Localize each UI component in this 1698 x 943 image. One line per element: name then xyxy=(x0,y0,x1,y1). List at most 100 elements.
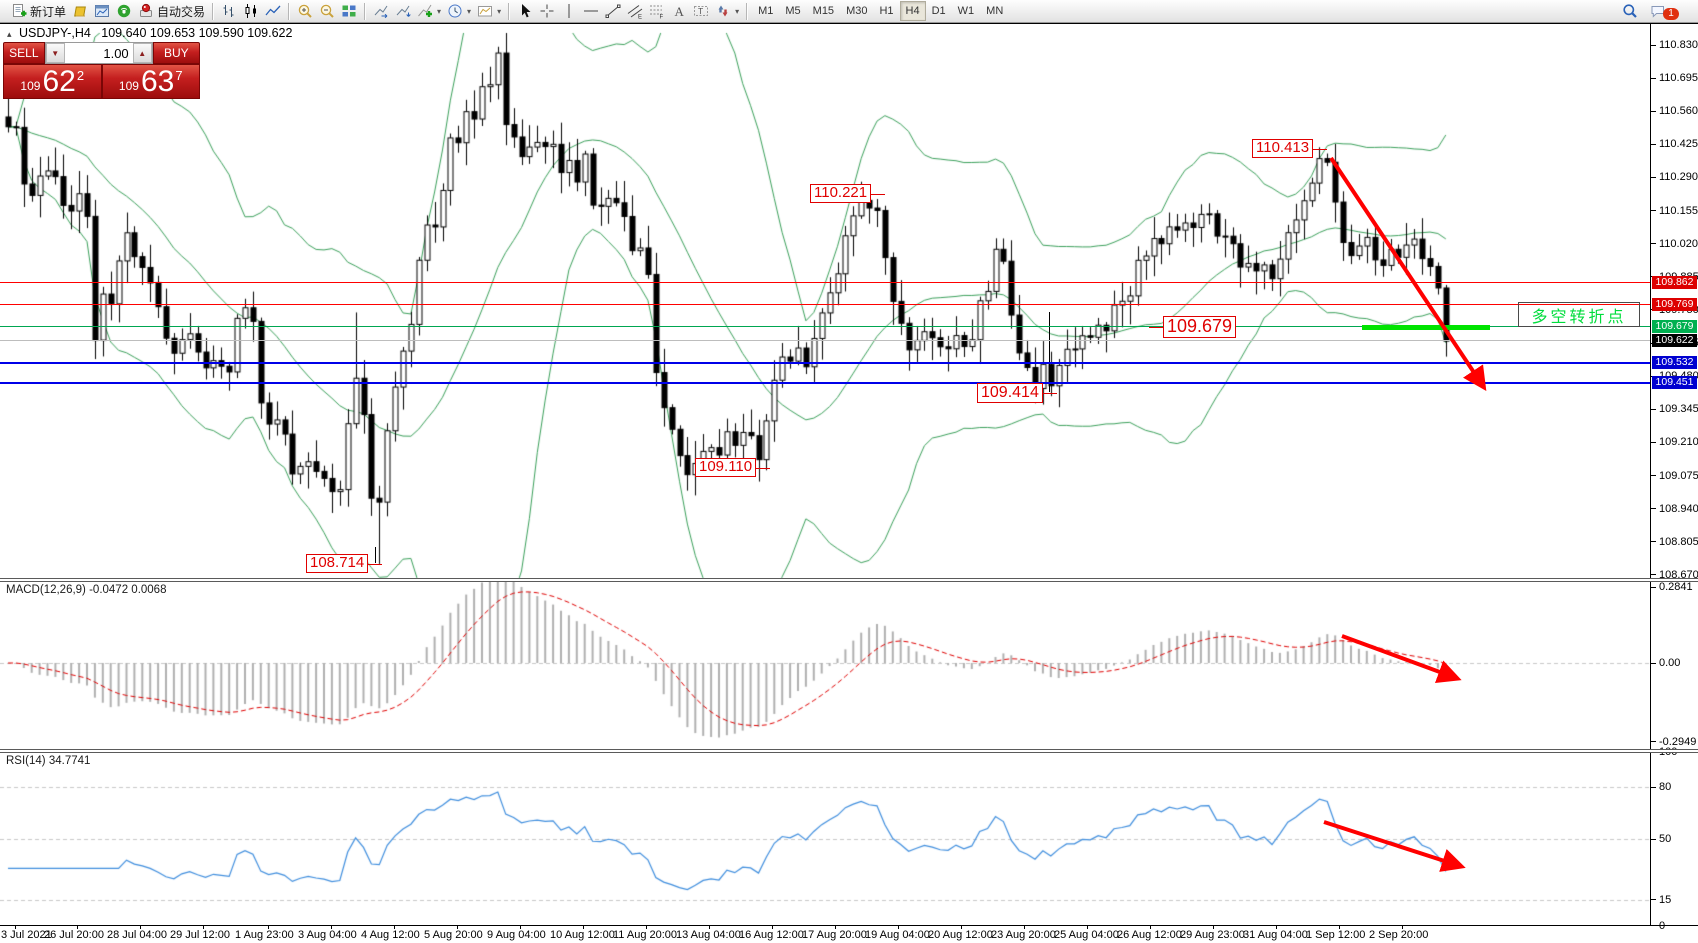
market-watch-button[interactable] xyxy=(91,0,113,22)
tile-windows-button[interactable] xyxy=(338,0,360,22)
volume-input[interactable] xyxy=(64,43,133,63)
ohlc-quotes-label: 109.640 109.653 109.590 109.622 xyxy=(101,26,293,40)
timeframe-h1[interactable]: H1 xyxy=(879,5,894,17)
price-tick-label: 110.560 xyxy=(1659,105,1698,118)
cursor-button[interactable] xyxy=(514,0,536,22)
price-tag-109.769: 109.769 xyxy=(1652,298,1697,311)
price-level-line-109.862[interactable] xyxy=(0,282,1650,283)
turning-point-note[interactable]: 多空转折点 xyxy=(1518,302,1640,327)
price-tick-mark xyxy=(1650,111,1656,112)
template-chart-button[interactable]: ▾ xyxy=(474,0,504,22)
price-tick-mark xyxy=(1650,541,1656,542)
horizontal-line-button[interactable] xyxy=(580,0,602,22)
price-level-line-109.451[interactable] xyxy=(0,382,1650,384)
zoom-out-button[interactable] xyxy=(316,0,338,22)
price-annotation-109.414[interactable]: 109.414 xyxy=(977,383,1043,403)
time-tick-mark xyxy=(1402,925,1403,929)
time-tick-mark xyxy=(1087,925,1088,929)
zoom-in-button[interactable] xyxy=(294,0,316,22)
vertical-line-button[interactable] xyxy=(558,0,580,22)
price-tick-label: 109.210 xyxy=(1659,436,1698,449)
price-tick-label: 108.805 xyxy=(1659,535,1698,548)
history-center-button[interactable] xyxy=(69,0,91,22)
new-order-button[interactable]: 新订单 xyxy=(8,0,69,22)
sell-quote-tile[interactable]: 109 62 2 xyxy=(3,64,102,99)
trendline-button[interactable] xyxy=(602,0,624,22)
auto-trading-button[interactable]: 自动交易 xyxy=(135,0,208,22)
signals-button[interactable] xyxy=(113,0,135,22)
price-annotation-109.679[interactable]: 109.679 xyxy=(1163,316,1237,338)
price-annotation-109.110[interactable]: 109.110 xyxy=(695,458,757,477)
timeframe-m5[interactable]: M5 xyxy=(785,5,801,17)
timeframe-h4[interactable]: H4 xyxy=(899,1,926,21)
price-annotation-108.714[interactable]: 108.714 xyxy=(306,554,369,573)
history-cube-icon xyxy=(72,3,88,19)
timeframe-m30[interactable]: M30 xyxy=(846,5,868,17)
volume-increase-button[interactable]: ▲ xyxy=(132,43,152,63)
time-axis-label: 3 Aug 04:00 xyxy=(298,929,357,941)
arrow-shapes-button[interactable]: ▾ xyxy=(712,0,742,22)
add-indicator-button[interactable]: ▾ xyxy=(414,0,444,22)
time-axis-label: 26 Aug 12:00 xyxy=(1117,929,1182,941)
new-order-icon xyxy=(11,3,27,19)
candlestick-chart-button[interactable] xyxy=(240,0,262,22)
price-tick-label: 109.075 xyxy=(1659,469,1698,482)
period-clock-button[interactable]: ▾ xyxy=(444,0,474,22)
buy-quote-tile[interactable]: 109 63 7 xyxy=(101,64,200,99)
timeframe-w1[interactable]: W1 xyxy=(957,5,975,17)
price-level-line-109.622[interactable] xyxy=(0,340,1650,341)
price-tick-mark xyxy=(1650,574,1656,575)
price-tick-mark xyxy=(1650,78,1656,79)
time-tick-mark xyxy=(1276,925,1277,929)
rsi-tick-mark xyxy=(1650,899,1656,900)
search-button[interactable] xyxy=(1619,0,1641,22)
chevron-down-icon: ▾ xyxy=(467,6,472,16)
notifications-button[interactable]: 1 xyxy=(1647,0,1688,22)
timeframe-mn[interactable]: MN xyxy=(986,5,1004,17)
sell-button[interactable]: SELL xyxy=(3,42,45,64)
fibonacci-icon: F xyxy=(649,3,665,19)
auto-scroll-button[interactable] xyxy=(370,0,392,22)
time-axis-label: 23 Aug 20:00 xyxy=(991,929,1056,941)
price-level-line-109.769[interactable] xyxy=(0,304,1650,305)
time-tick-mark xyxy=(1150,925,1151,929)
timeframe-m1[interactable]: M1 xyxy=(758,5,774,17)
panel-separator[interactable] xyxy=(0,749,1698,753)
annotation-connector xyxy=(871,193,885,195)
time-axis-label: 3 Jul 2021 xyxy=(1,929,52,941)
crosshair-button[interactable] xyxy=(536,0,558,22)
chart-shift-button[interactable] xyxy=(392,0,414,22)
svg-text:T: T xyxy=(698,6,703,16)
timeframe-m15[interactable]: M15 xyxy=(812,5,835,17)
price-tick-label: 110.020 xyxy=(1659,237,1698,250)
volume-decrease-button[interactable]: ▼ xyxy=(45,43,65,63)
price-tick-label: 110.290 xyxy=(1659,171,1698,184)
sell-price-sup: 2 xyxy=(76,68,85,83)
price-tick-label: 110.695 xyxy=(1659,72,1698,85)
text-label-button[interactable]: T xyxy=(690,0,712,22)
price-level-line-109.532[interactable] xyxy=(0,362,1650,364)
line-chart-button[interactable] xyxy=(262,0,284,22)
price-tick-mark xyxy=(1650,45,1656,46)
bar-chart-button[interactable] xyxy=(218,0,240,22)
time-tick-mark xyxy=(77,925,78,929)
time-axis-label: 25 Aug 04:00 xyxy=(1054,929,1119,941)
timeframe-d1[interactable]: D1 xyxy=(931,5,946,17)
price-level-line-109.679[interactable] xyxy=(0,326,1650,327)
channel-button[interactable]: E xyxy=(624,0,646,22)
buy-price-sup: 7 xyxy=(175,68,183,83)
panel-separator[interactable] xyxy=(0,578,1698,582)
time-tick-mark xyxy=(331,925,332,929)
price-tag-109.451: 109.451 xyxy=(1652,376,1697,389)
price-annotation-110.413[interactable]: 110.413 xyxy=(1252,139,1314,158)
support-highlight-segment[interactable] xyxy=(1362,325,1490,330)
text-button[interactable]: A xyxy=(668,0,690,22)
zoom-in-icon xyxy=(297,3,313,19)
time-axis-label: 26 Jul 20:00 xyxy=(44,929,104,941)
price-annotation-110.221[interactable]: 110.221 xyxy=(810,184,872,203)
time-tick-mark xyxy=(394,925,395,929)
price-tag-109.862: 109.862 xyxy=(1652,276,1697,289)
buy-button[interactable]: BUY xyxy=(152,42,200,64)
fibonacci-button[interactable]: F xyxy=(646,0,668,22)
